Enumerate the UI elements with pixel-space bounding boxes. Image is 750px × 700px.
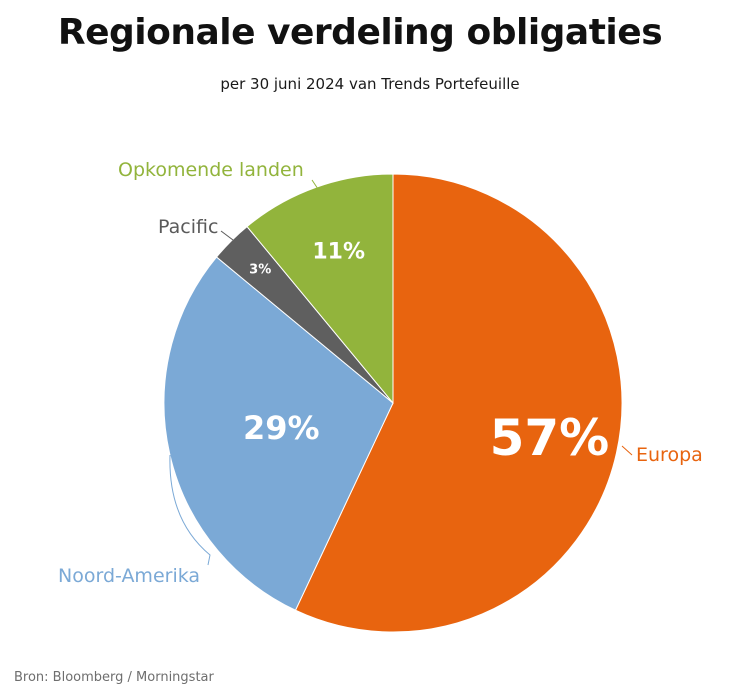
pct-label-opkomende-landen: 11% bbox=[312, 240, 365, 265]
category-label-pacific: Pacific bbox=[158, 216, 218, 238]
leader-line-pacific bbox=[220, 230, 234, 241]
pie-slice-europa bbox=[294, 173, 623, 633]
category-label-opkomende-landen: Opkomende landen bbox=[118, 159, 304, 181]
pct-label-pacific: 3% bbox=[249, 263, 271, 278]
pie-slice-opkomende-landen bbox=[246, 173, 394, 405]
pie-slice-noord-amerika bbox=[163, 256, 394, 611]
pct-label-noord-amerika: 29% bbox=[243, 409, 320, 447]
leader-bracket-noord-amerika bbox=[169, 454, 211, 566]
source-note: Bron: Bloomberg / Morningstar bbox=[14, 670, 214, 685]
category-label-noord-amerika: Noord-Amerika bbox=[58, 565, 200, 587]
leader-line-europa bbox=[621, 445, 633, 456]
pct-label-europa: 57% bbox=[490, 409, 610, 467]
chart-title: Regionale verdeling obligaties bbox=[57, 12, 663, 53]
category-label-europa: Europa bbox=[636, 444, 703, 466]
chart-subtitle: per 30 juni 2024 van Trends Portefeuille bbox=[220, 75, 520, 93]
leader-line-opkomende-landen bbox=[311, 179, 321, 193]
